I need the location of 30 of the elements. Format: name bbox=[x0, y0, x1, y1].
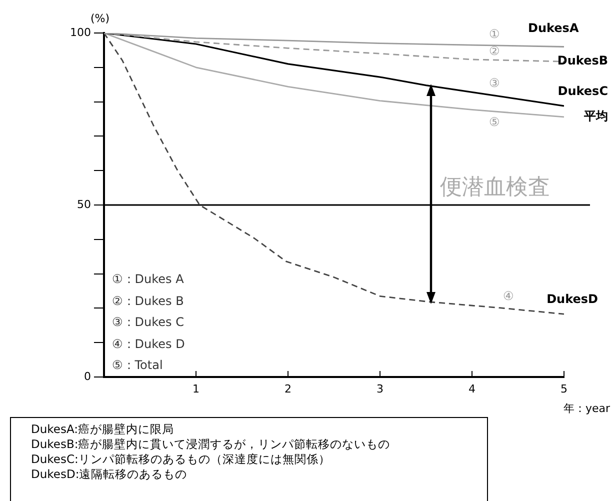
y-tick-label: 50 bbox=[77, 198, 91, 211]
series-label: DukesC bbox=[558, 84, 608, 98]
series-label: DukesB bbox=[557, 54, 608, 68]
series-label: DukesA bbox=[528, 20, 580, 35]
annotation: ⑤：Total bbox=[112, 358, 163, 372]
annotation: 便潜血検査 bbox=[440, 174, 550, 202]
series-label: DukesD bbox=[546, 292, 598, 306]
annotation: ③：Dukes C bbox=[112, 315, 184, 329]
x-axis-title: 年：year bbox=[563, 402, 610, 415]
annotation: ⑤ bbox=[489, 115, 500, 129]
series-label: 平均 bbox=[583, 109, 608, 124]
text: DukesC:リンパ節転移のあるもの（深達度には無関係） bbox=[31, 452, 332, 467]
x-tick-label: 5 bbox=[560, 382, 568, 396]
text: DukesA:癌が腸壁内に限局 bbox=[31, 422, 175, 437]
text: DukesB:癌が腸壁内に貫いて浸潤するが，リンパ節転移のないもの bbox=[31, 437, 392, 452]
x-tick-label: 4 bbox=[468, 382, 476, 396]
annotation: ②：Dukes B bbox=[112, 294, 184, 308]
annotation: ① bbox=[489, 27, 500, 41]
annotation: ② bbox=[489, 44, 500, 58]
y-axis-title: (%) bbox=[90, 12, 110, 25]
x-tick-label: 3 bbox=[376, 382, 384, 396]
annotation: ④ bbox=[503, 289, 514, 303]
annotation: ④：Dukes D bbox=[112, 336, 185, 350]
x-tick-label: 1 bbox=[192, 382, 200, 396]
x-tick-label: 2 bbox=[284, 382, 292, 396]
annotation: ①：Dukes A bbox=[112, 272, 184, 286]
text: DukesD:遠隔転移のあるもの bbox=[31, 467, 188, 482]
y-tick-label: 100 bbox=[70, 26, 91, 39]
y-tick-label: 0 bbox=[84, 370, 91, 383]
annotation: ③ bbox=[489, 76, 500, 90]
